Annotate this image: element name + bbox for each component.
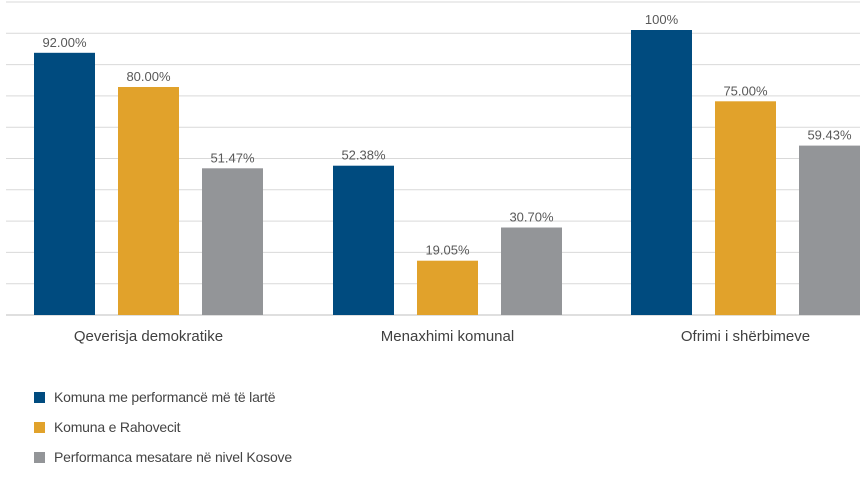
data-label: 51.47% (210, 150, 255, 165)
data-label: 52.38% (341, 148, 386, 163)
legend: Komuna me performancë më të lartë Komuna… (34, 388, 292, 478)
legend-item-rahovec: Komuna e Rahovecit (34, 418, 292, 436)
bar (202, 168, 263, 315)
data-label: 75.00% (723, 83, 768, 98)
legend-item-best-municipality: Komuna me performancë më të lartë (34, 388, 292, 406)
legend-swatch-rahovec (34, 421, 45, 433)
bar-chart: 92.00% 80.00% 51.47% Qeverisja demokratike 5… (6, 1, 860, 345)
legend-label-kosovo-average: Performanca mesatare në nivel Kosove (54, 449, 292, 465)
category-label: Menaxhimi komunal (381, 328, 514, 345)
bar (34, 52, 95, 316)
data-label: 59.43% (807, 128, 852, 143)
legend-swatch-kosovo-average (34, 451, 45, 463)
data-label: 100% (645, 12, 679, 27)
data-label: 92.00% (42, 35, 87, 50)
bar (501, 227, 562, 315)
category-label: Qeverisja demokratike (74, 328, 223, 345)
bar (799, 145, 860, 315)
bar (333, 165, 394, 315)
legend-label-best-municipality: Komuna me performancë më të lartë (54, 389, 276, 405)
data-label: 80.00% (126, 69, 171, 84)
bar (417, 260, 478, 315)
data-label: 19.05% (425, 243, 470, 258)
bar (631, 30, 692, 315)
legend-swatch-best-municipality (34, 391, 45, 403)
legend-label-rahovec: Komuna e Rahovecit (54, 419, 181, 435)
bar (118, 87, 179, 315)
category-label: Ofrimi i shërbimeve (681, 328, 810, 345)
bar (715, 101, 776, 316)
legend-item-kosovo-average: Performanca mesatare në nivel Kosove (34, 448, 292, 466)
data-label: 30.70% (509, 210, 554, 225)
